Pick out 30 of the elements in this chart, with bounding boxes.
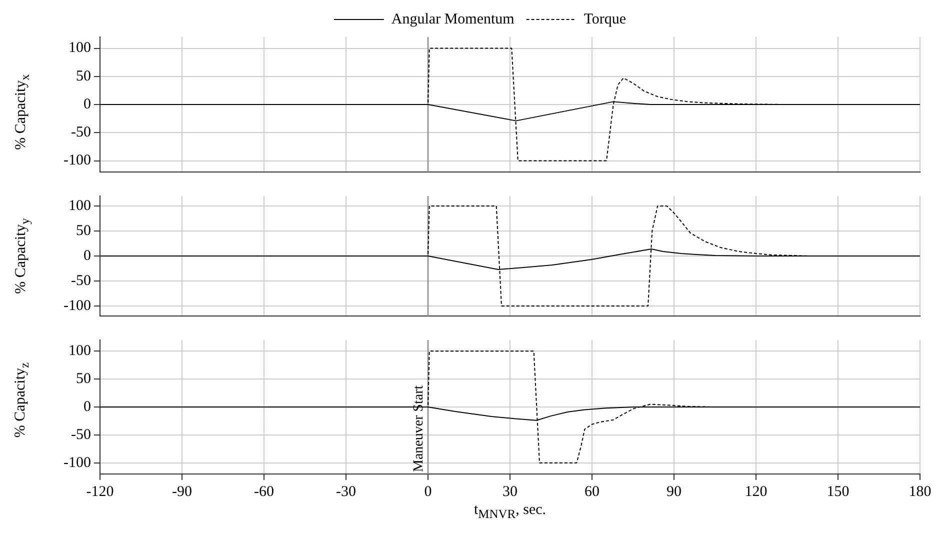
y-tick-label: 50 xyxy=(76,68,91,84)
legend-label: Torque xyxy=(584,11,626,28)
y-tick-label: 50 xyxy=(76,222,91,239)
legend-label: Angular Momentum xyxy=(391,11,515,28)
y-tick-label: -100 xyxy=(64,152,91,169)
y-tick-label: 100 xyxy=(68,40,91,56)
y-tick-label: -50 xyxy=(71,124,91,141)
y-tick-label: 100 xyxy=(68,198,91,214)
x-tick-label: -30 xyxy=(336,484,356,500)
y-tick-label: -100 xyxy=(64,298,91,314)
y-tick-label: -100 xyxy=(64,454,91,471)
x-tick-label: 60 xyxy=(584,484,600,500)
x-tick-label: 180 xyxy=(908,484,932,500)
x-axis-title: t$_{MNVR}$, sec. xyxy=(472,502,548,522)
y-tick-label: 100 xyxy=(68,343,91,360)
y-tick-label: -50 xyxy=(71,272,91,289)
x-tick-label: 0 xyxy=(424,484,432,500)
x-tick-label: 150 xyxy=(826,484,850,500)
y-tick-label: -50 xyxy=(71,426,91,443)
x-tick-label: 90 xyxy=(666,484,682,500)
ref-line-label: Maneuver Start xyxy=(412,385,427,472)
y-tick-label: 50 xyxy=(76,371,91,388)
y-tick-label: 0 xyxy=(84,96,91,112)
x-tick-label: -90 xyxy=(172,484,192,500)
y-tick-label: 0 xyxy=(84,398,91,415)
x-tick-label: -60 xyxy=(254,484,274,500)
y-tick-label: 0 xyxy=(84,248,91,264)
x-tick-label: -120 xyxy=(86,484,114,500)
x-tick-label: 30 xyxy=(502,484,518,500)
x-tick-label: 120 xyxy=(744,484,768,500)
